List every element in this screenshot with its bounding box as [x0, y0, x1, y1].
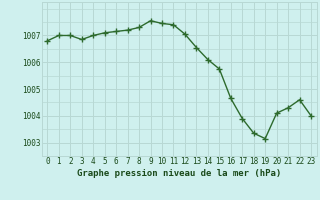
X-axis label: Graphe pression niveau de la mer (hPa): Graphe pression niveau de la mer (hPa) [77, 169, 281, 178]
